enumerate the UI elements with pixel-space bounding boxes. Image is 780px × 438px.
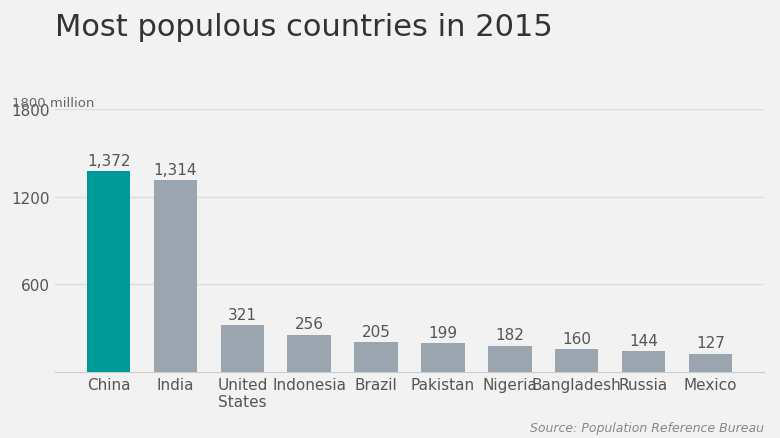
Bar	[555, 349, 598, 372]
Text: Most populous countries in 2015: Most populous countries in 2015	[55, 13, 552, 42]
Bar	[622, 351, 665, 372]
Text: 199: 199	[428, 325, 458, 340]
Text: 160: 160	[562, 331, 591, 346]
Text: 205: 205	[362, 324, 391, 339]
Text: 1,314: 1,314	[154, 162, 197, 177]
Text: 127: 127	[696, 336, 725, 350]
Bar	[87, 172, 130, 372]
Text: 1800 million: 1800 million	[12, 96, 94, 110]
Bar	[488, 346, 531, 372]
Text: Source: Population Reference Bureau: Source: Population Reference Bureau	[530, 420, 764, 434]
Bar	[689, 354, 732, 372]
Bar	[221, 325, 264, 372]
Text: 182: 182	[495, 328, 524, 343]
Text: 144: 144	[629, 333, 658, 348]
Bar	[421, 343, 465, 372]
Text: 1,372: 1,372	[87, 154, 130, 169]
Text: 321: 321	[228, 307, 257, 322]
Bar	[354, 343, 398, 372]
Text: 256: 256	[295, 317, 324, 332]
Bar	[288, 335, 331, 372]
Bar	[154, 180, 197, 372]
